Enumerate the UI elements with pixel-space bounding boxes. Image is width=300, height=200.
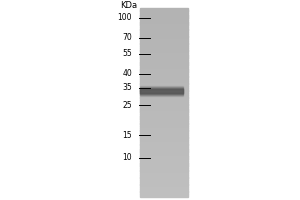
Text: 25: 25 (122, 100, 132, 110)
Bar (140, 88, 183, 94)
Bar (140, 10, 188, 13)
Bar (140, 60, 188, 63)
Bar (140, 135, 188, 138)
Bar (140, 43, 188, 46)
Bar (140, 57, 188, 60)
Bar (140, 93, 188, 95)
Bar (140, 187, 188, 189)
Bar (140, 184, 188, 187)
Bar (140, 17, 188, 20)
Text: 70: 70 (122, 33, 132, 43)
Bar (140, 163, 188, 166)
Bar (140, 89, 183, 93)
Bar (140, 27, 188, 30)
Bar (140, 8, 188, 11)
Text: 15: 15 (122, 130, 132, 140)
Bar (140, 142, 188, 145)
Bar (140, 121, 188, 124)
Bar (140, 165, 188, 168)
Bar (140, 31, 188, 34)
Bar (140, 13, 188, 16)
Bar (140, 78, 188, 81)
Bar (140, 55, 188, 58)
Bar (140, 123, 188, 126)
Bar (140, 29, 188, 32)
Bar (140, 81, 188, 84)
Bar (140, 87, 183, 95)
Bar (140, 175, 188, 178)
Bar (140, 15, 188, 18)
Bar (140, 144, 188, 147)
Bar (140, 114, 188, 117)
Bar (140, 24, 188, 27)
Bar (140, 140, 188, 142)
Bar (140, 20, 188, 23)
Bar (140, 111, 188, 114)
Bar (140, 180, 188, 182)
Bar (140, 154, 188, 157)
Bar (140, 170, 188, 173)
Bar (140, 83, 188, 86)
Bar (140, 41, 188, 44)
Bar (140, 102, 188, 105)
Bar (140, 53, 188, 55)
Bar (140, 39, 188, 41)
Bar (140, 147, 188, 150)
Bar (140, 172, 188, 175)
Bar (140, 74, 188, 77)
Text: 10: 10 (122, 154, 132, 162)
Bar (140, 76, 188, 79)
Bar (140, 100, 188, 102)
Bar (140, 95, 188, 98)
Bar (140, 189, 188, 192)
Bar (140, 177, 188, 180)
Bar (140, 88, 188, 91)
Bar (140, 130, 188, 133)
Text: 35: 35 (122, 84, 132, 92)
Bar (140, 62, 188, 65)
Bar (140, 46, 188, 48)
Bar (140, 194, 188, 196)
Bar (140, 182, 188, 185)
Bar (140, 34, 188, 37)
Bar (140, 97, 188, 100)
Bar (140, 50, 188, 53)
Bar (140, 149, 188, 152)
Bar (140, 158, 188, 161)
Bar (140, 104, 188, 107)
Bar (140, 64, 188, 67)
Bar (140, 151, 188, 154)
Bar (140, 168, 188, 171)
Bar (140, 107, 188, 110)
Bar (140, 86, 188, 88)
Text: KDa: KDa (120, 0, 137, 9)
Bar (140, 48, 188, 51)
Bar (140, 36, 188, 39)
Text: 55: 55 (122, 49, 132, 58)
Bar (140, 116, 188, 119)
Text: 40: 40 (122, 70, 132, 78)
Bar (140, 128, 188, 131)
Bar (140, 86, 183, 96)
Bar (140, 156, 188, 159)
Bar (140, 22, 188, 25)
Bar (140, 126, 188, 128)
Bar (140, 137, 188, 140)
Bar (140, 191, 188, 194)
Bar (140, 71, 188, 74)
Bar (140, 69, 188, 72)
Bar (140, 161, 188, 164)
Bar (140, 109, 188, 112)
Bar (140, 118, 188, 121)
Text: 100: 100 (118, 14, 132, 22)
Bar (140, 90, 188, 93)
Bar (140, 133, 188, 135)
Bar (140, 67, 188, 70)
